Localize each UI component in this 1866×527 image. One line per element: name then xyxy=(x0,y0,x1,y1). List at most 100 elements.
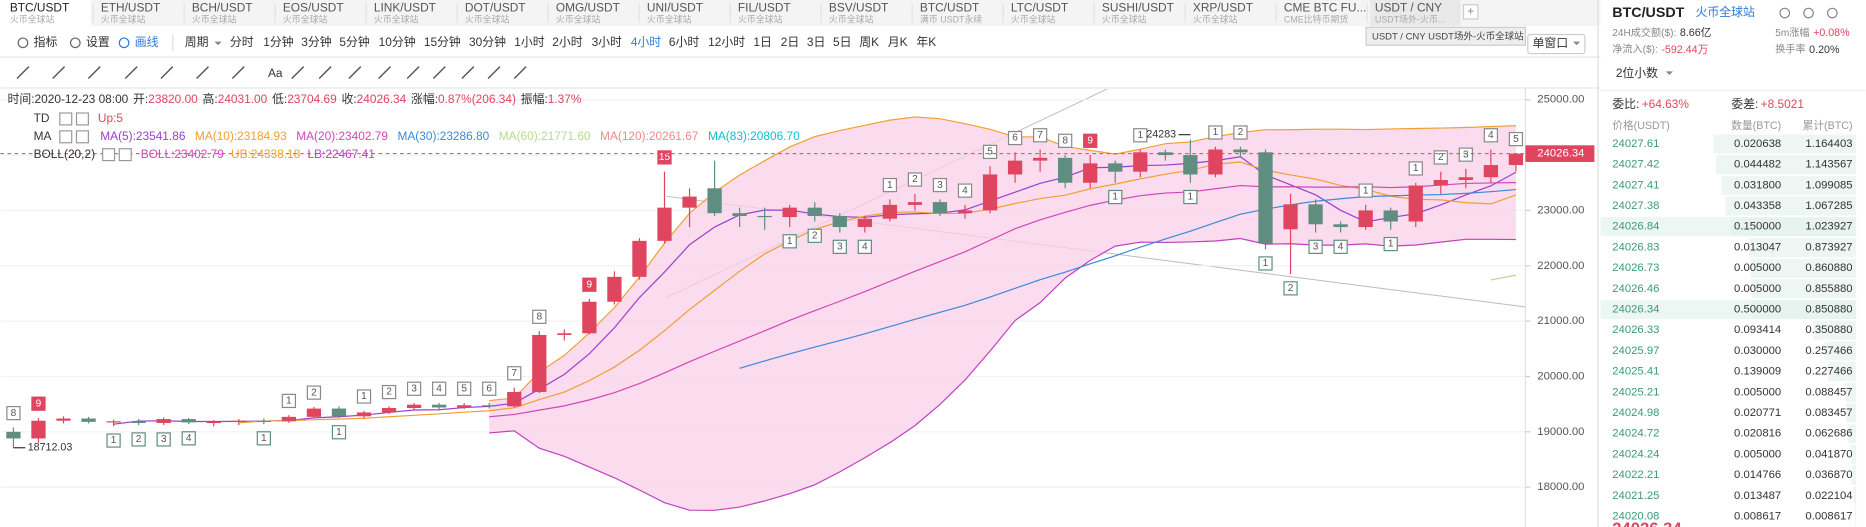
period[interactable]: 5分钟 xyxy=(339,35,369,49)
tab-title[interactable]: LTC/USDT xyxy=(1011,0,1068,14)
tab-title[interactable]: DOT/USDT xyxy=(465,0,526,14)
legend-icon[interactable] xyxy=(59,130,73,144)
td-box xyxy=(882,177,898,193)
drawing-tool-icon[interactable] xyxy=(513,66,527,80)
tab-title[interactable]: LINK/USDT xyxy=(374,0,436,14)
td-count: 8 xyxy=(11,408,17,419)
tab-title[interactable]: BCH/USDT xyxy=(192,0,253,14)
period-label[interactable]: 周期 xyxy=(185,35,209,49)
tab-title[interactable]: ETH/USDT xyxy=(101,0,160,14)
tab-title[interactable]: BSV/USDT xyxy=(829,0,888,14)
order-cell: 24026.33 xyxy=(1612,324,1659,336)
drawing-tool-icon[interactable] xyxy=(196,66,210,80)
td-count: 1 xyxy=(361,391,367,402)
order-cell: 24021.25 xyxy=(1612,490,1659,502)
panel-icon[interactable] xyxy=(1803,7,1814,19)
period[interactable]: 年K xyxy=(916,35,936,49)
add-tab-box[interactable] xyxy=(1462,4,1479,20)
tab-title[interactable]: BTC/USDT xyxy=(920,0,979,14)
boll-value: UB:24338.18 xyxy=(231,147,301,161)
drawing-tool-icon[interactable] xyxy=(124,66,138,80)
td-count: 5 xyxy=(461,383,467,394)
tab-title[interactable]: UNI/USDT xyxy=(647,0,703,14)
drawing-tool-icon[interactable] xyxy=(160,66,174,80)
td-count: 5 xyxy=(1513,134,1519,145)
period[interactable]: 5日 xyxy=(833,35,851,49)
td-box xyxy=(1258,256,1273,271)
panel-icon[interactable] xyxy=(1779,7,1791,19)
decimals[interactable]: 2位小数 xyxy=(1616,66,1658,80)
tab-title[interactable]: CME BTC FU... xyxy=(1284,0,1366,14)
tab-subtitle: 火币全球站 xyxy=(647,14,692,25)
drawing-tool-icon[interactable] xyxy=(231,66,245,80)
tool[interactable]: 指标 xyxy=(34,35,58,49)
candle-body xyxy=(281,416,297,422)
period[interactable]: 3日 xyxy=(807,35,825,49)
legend-icon[interactable] xyxy=(75,130,89,144)
drawing-tool-icon[interactable] xyxy=(52,66,66,80)
tab-title[interactable]: FIL/USDT xyxy=(738,0,791,14)
candle-body xyxy=(1433,179,1448,186)
td-count: 1 xyxy=(1188,192,1194,203)
tab-title[interactable]: OMG/USDT xyxy=(556,0,620,14)
drawing-tool-icon[interactable] xyxy=(432,66,446,80)
period[interactable]: 分时 xyxy=(230,35,254,49)
tab-title[interactable]: XRP/USDT xyxy=(1193,0,1253,14)
drawing-tool-icon[interactable] xyxy=(348,66,362,80)
period[interactable]: 3小时 xyxy=(592,35,622,49)
candle-body xyxy=(31,420,46,439)
period[interactable]: 1分钟 xyxy=(263,35,293,49)
add-tab[interactable]: + xyxy=(1467,4,1474,18)
drawing-tool-icon[interactable] xyxy=(318,66,332,80)
period[interactable]: 周K xyxy=(859,35,879,49)
period[interactable]: 2小时 xyxy=(552,35,582,49)
drawing-tool-icon[interactable] xyxy=(406,66,420,80)
drawing-tool-icon[interactable] xyxy=(16,66,30,80)
period[interactable]: 4小时 xyxy=(631,35,661,49)
period[interactable]: 30分钟 xyxy=(469,35,506,49)
tab-title[interactable]: EOS/USDT xyxy=(283,0,344,14)
tab-title[interactable]: USDT / CNY xyxy=(1375,0,1442,14)
drawing-tool-icon[interactable] xyxy=(291,66,305,80)
legend-icon[interactable] xyxy=(118,148,132,162)
drawing-tool-icon[interactable] xyxy=(461,66,475,80)
candle-body xyxy=(381,408,397,413)
order-cell: 24025.41 xyxy=(1612,366,1659,378)
tab-subtitle: 火币全球站 xyxy=(556,14,601,25)
order-cell: 0.083457 xyxy=(1805,407,1852,419)
boll-value: BOLL:23402.79 xyxy=(141,147,225,161)
legend-icon[interactable] xyxy=(75,112,89,126)
tool[interactable]: 画线 xyxy=(135,35,159,49)
period[interactable]: 1小时 xyxy=(514,35,544,49)
td-name: TD xyxy=(34,111,50,125)
period[interactable]: 3分钟 xyxy=(301,35,331,49)
tab-title[interactable]: BTC/USDT xyxy=(10,0,69,14)
window-mode[interactable]: 单窗口 xyxy=(1533,36,1569,50)
candle-body xyxy=(957,210,973,214)
order-cell: 24024.24 xyxy=(1612,448,1659,460)
legend-icon[interactable] xyxy=(59,112,73,126)
td-count: 1 xyxy=(1413,163,1419,174)
text-tool[interactable]: Aa xyxy=(268,66,283,80)
drawing-tool-icon[interactable] xyxy=(378,66,392,80)
period[interactable]: 12小时 xyxy=(708,35,745,49)
tab-title[interactable]: SUSHI/USDT xyxy=(1102,0,1174,14)
td-count: 1 xyxy=(787,236,793,247)
order-cell: 24025.21 xyxy=(1612,386,1659,398)
period[interactable]: 月K xyxy=(888,35,908,49)
period[interactable]: 6小时 xyxy=(669,35,699,49)
ma-value: MA(60):21771.60 xyxy=(499,129,591,143)
panel-icon[interactable] xyxy=(1826,7,1838,19)
window-mode-box[interactable] xyxy=(1527,33,1586,55)
period[interactable]: 1日 xyxy=(753,35,771,49)
period[interactable]: 15分钟 xyxy=(424,35,461,49)
tool[interactable]: 设置 xyxy=(86,35,110,49)
period[interactable]: 2日 xyxy=(781,35,799,49)
drawing-tool-icon[interactable] xyxy=(487,66,501,80)
candle-body xyxy=(582,301,597,334)
info-value: 2020-12-23 08:00 xyxy=(35,92,129,106)
legend-icon[interactable] xyxy=(102,148,116,162)
drawing-tool-icon[interactable] xyxy=(87,66,101,80)
candle-body xyxy=(1007,160,1023,175)
period[interactable]: 10分钟 xyxy=(379,35,416,49)
